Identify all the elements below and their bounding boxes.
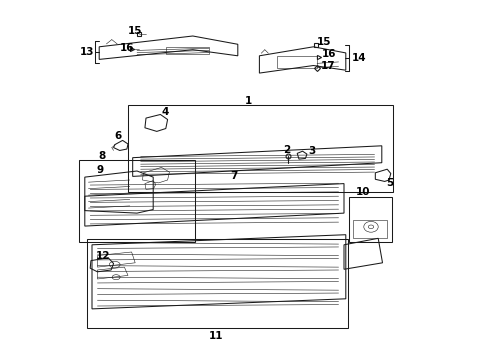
Text: 4: 4 (161, 107, 169, 117)
Text: 16: 16 (120, 43, 134, 53)
Bar (349, 197, 392, 242)
Text: 11: 11 (209, 331, 223, 341)
Text: 1: 1 (245, 96, 252, 106)
Text: 17: 17 (320, 60, 335, 71)
Text: 13: 13 (79, 47, 94, 57)
Text: 12: 12 (96, 251, 110, 261)
Text: 5: 5 (386, 178, 393, 188)
Bar (87, 239, 348, 328)
Text: 7: 7 (230, 171, 238, 181)
Text: 3: 3 (308, 146, 316, 156)
Bar (166, 47, 209, 54)
Bar (128, 105, 392, 192)
Bar (353, 220, 387, 238)
Text: 9: 9 (97, 165, 104, 175)
Text: 15: 15 (317, 37, 331, 47)
Bar (79, 160, 195, 242)
Text: 2: 2 (283, 145, 290, 156)
Text: 10: 10 (356, 187, 370, 197)
Text: 8: 8 (99, 150, 106, 161)
Bar (277, 56, 317, 68)
Text: 14: 14 (352, 53, 367, 63)
Text: 15: 15 (128, 26, 143, 36)
Text: 16: 16 (322, 49, 337, 59)
Text: 6: 6 (115, 131, 122, 141)
